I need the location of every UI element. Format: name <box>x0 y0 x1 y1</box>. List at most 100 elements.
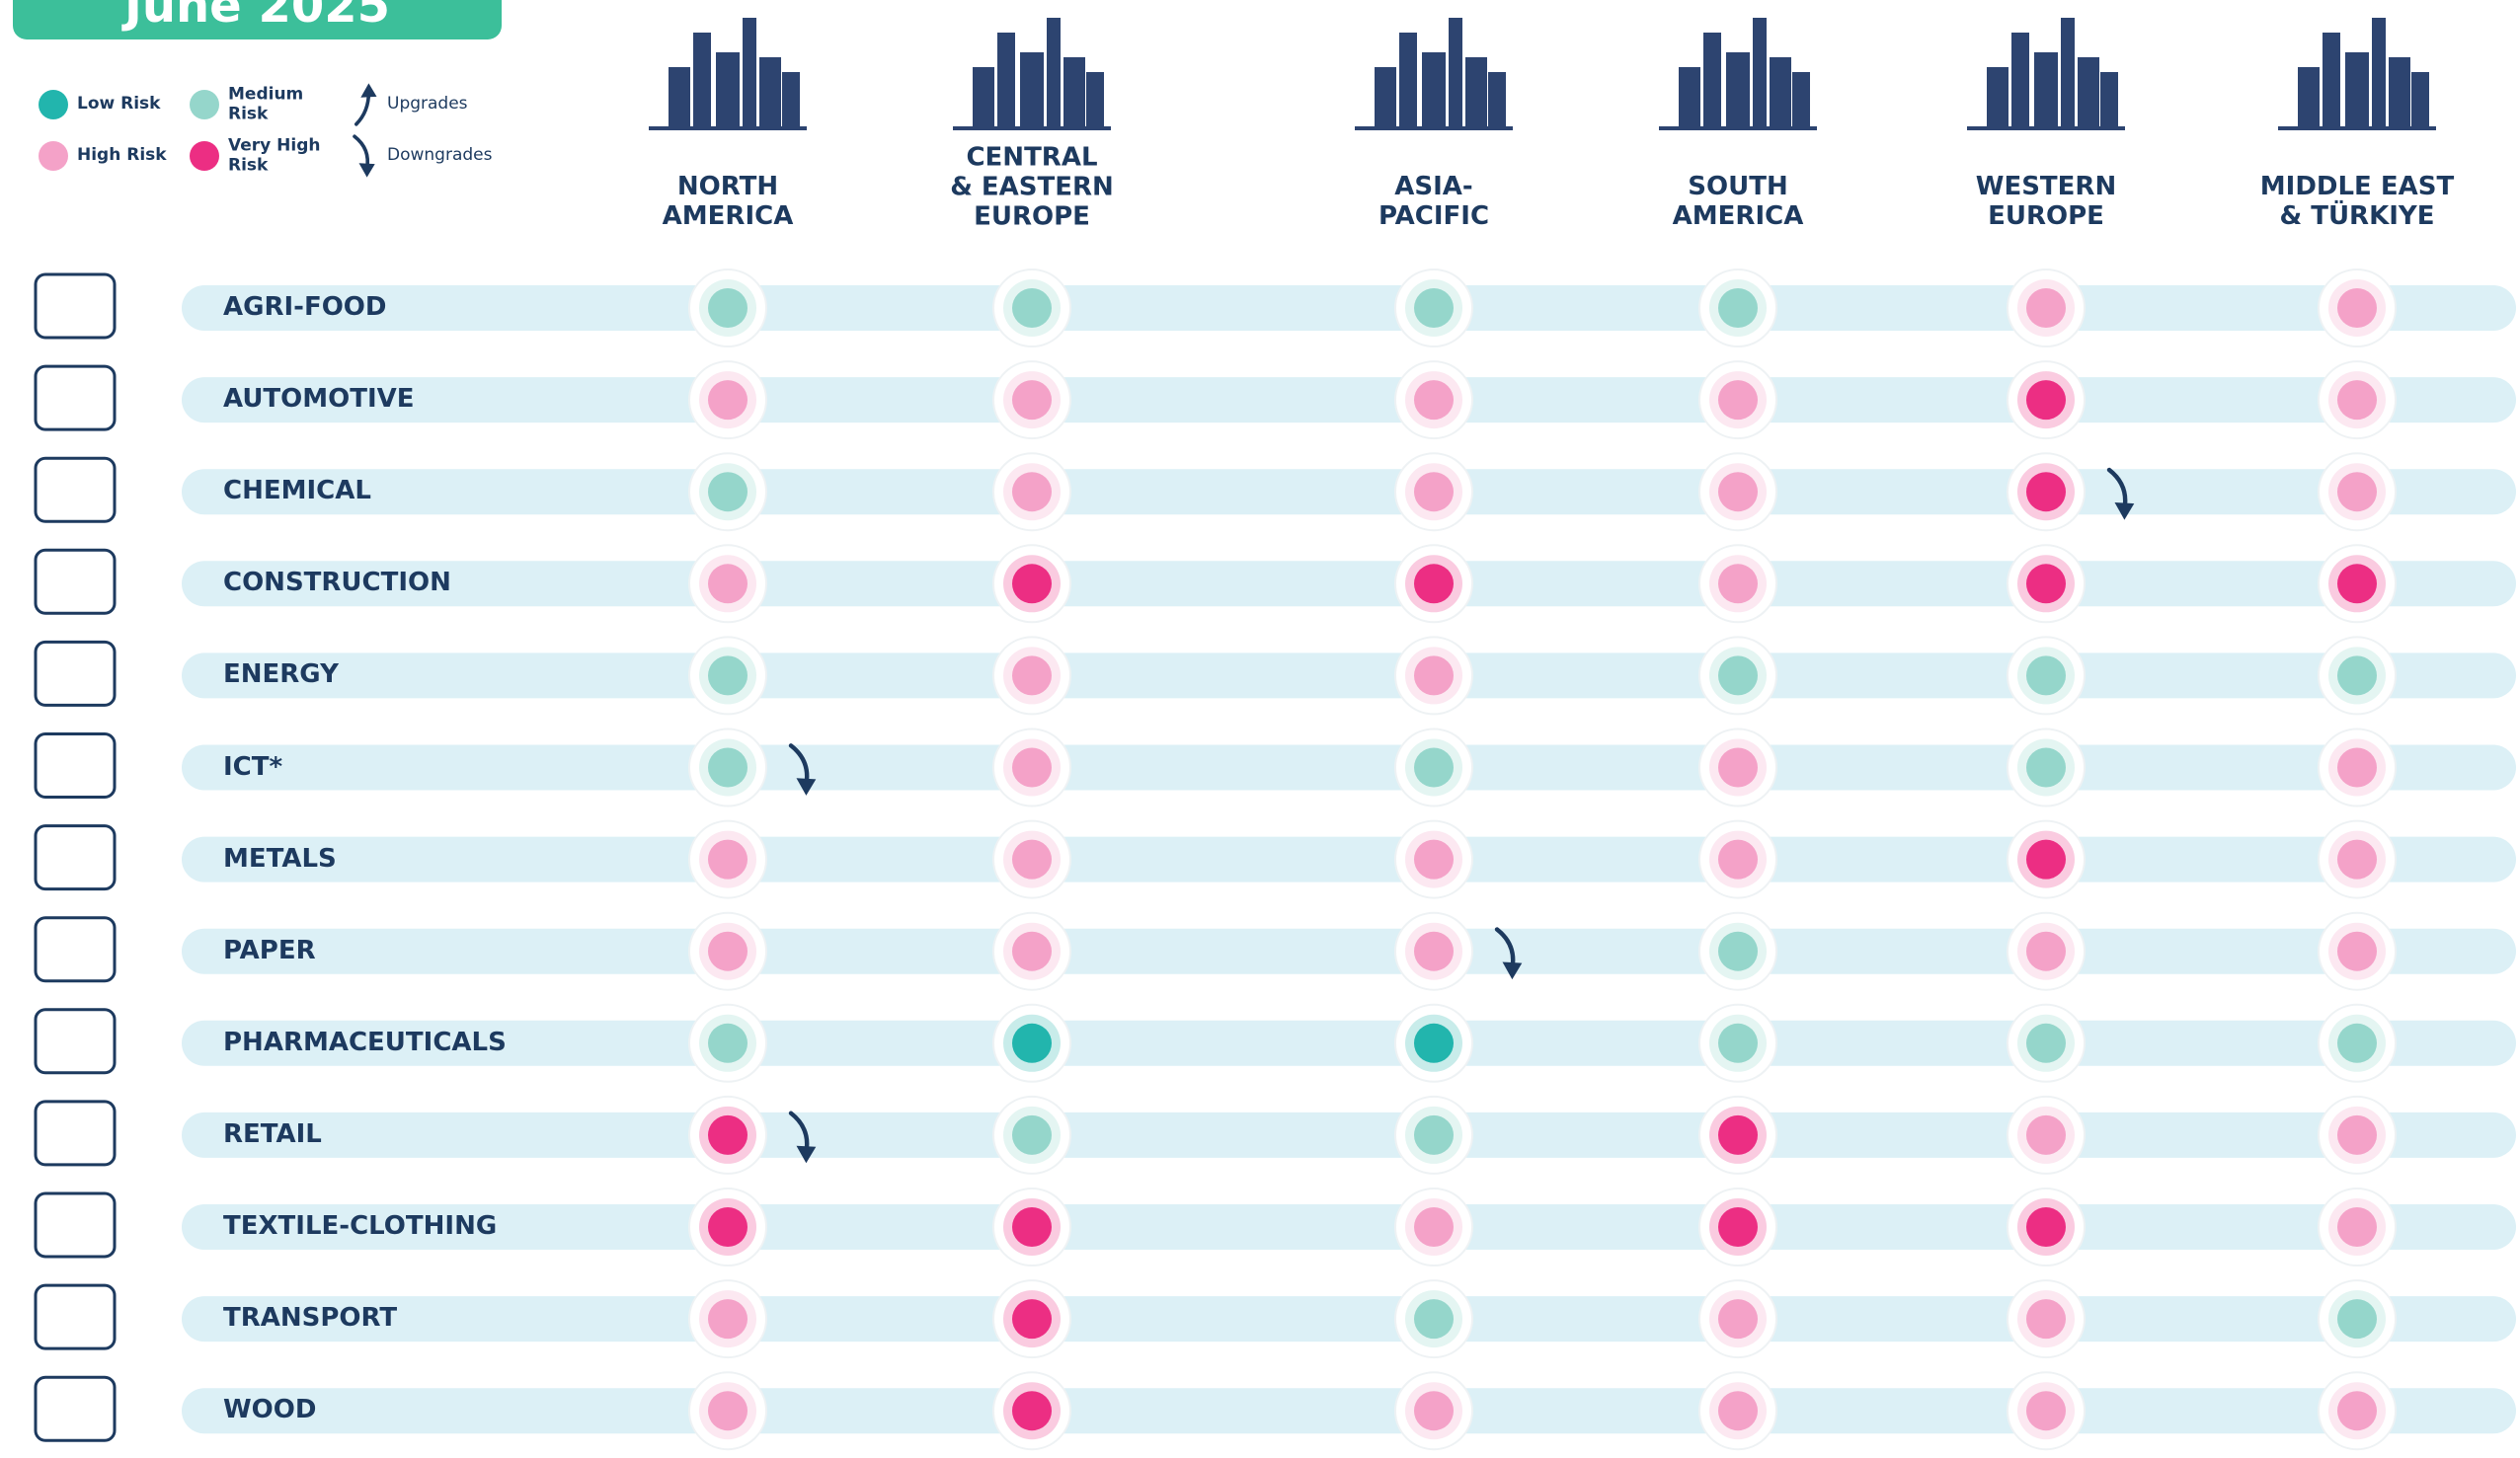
sector-label: TEXTILE-CLOTHING <box>223 1212 497 1242</box>
sector-icon <box>36 826 115 889</box>
title-box: June 2025 <box>13 0 502 39</box>
risk-dot <box>708 1024 748 1063</box>
risk-dot <box>1414 840 1454 880</box>
risk-dot <box>1012 564 1052 603</box>
sector-label: AGRI-FOOD <box>223 293 387 323</box>
title: June 2025 <box>13 0 502 34</box>
building <box>2061 18 2075 126</box>
row-band <box>182 377 2516 422</box>
region-header: MIDDLE EAST & TÜRKIYE <box>2209 173 2505 232</box>
risk-dot <box>708 840 748 880</box>
risk-dot <box>1718 1115 1758 1155</box>
risk-dot <box>1718 1207 1758 1247</box>
row-band <box>182 561 2516 606</box>
region-header: SOUTH AMERICA <box>1590 173 1886 232</box>
risk-dot <box>2026 840 2066 880</box>
risk-dot <box>1718 380 1758 420</box>
sector-icon <box>36 1193 115 1257</box>
risk-dot <box>1012 932 1052 971</box>
risk-dot <box>1414 564 1454 603</box>
risk-dot <box>2337 564 2377 603</box>
risk-dot <box>2337 840 2377 880</box>
sector-label: METALS <box>223 845 337 875</box>
building <box>693 33 711 126</box>
risk-dot <box>1718 840 1758 880</box>
row-band <box>182 469 2516 514</box>
risk-dot <box>1414 748 1454 788</box>
risk-dot <box>1718 1391 1758 1430</box>
sector-label: CHEMICAL <box>223 477 371 506</box>
sector-label: CONSTRUCTION <box>223 569 451 598</box>
risk-dot <box>1718 472 1758 511</box>
arrow <box>356 83 377 123</box>
building <box>1679 67 1700 126</box>
risk-dot <box>1718 1024 1758 1063</box>
ground <box>1967 126 2125 130</box>
risk-dot <box>2026 288 2066 328</box>
building <box>1792 72 1810 126</box>
risk-dot <box>1414 932 1454 971</box>
legend-swatch <box>190 141 219 171</box>
risk-dot <box>708 1299 748 1339</box>
building <box>2389 57 2410 126</box>
building <box>2323 33 2340 126</box>
risk-dot <box>2337 472 2377 511</box>
sector-label: AUTOMOTIVE <box>223 385 415 415</box>
sector-icon <box>36 366 115 429</box>
risk-dot <box>1414 380 1454 420</box>
building <box>1063 57 1085 126</box>
risk-dot <box>1718 288 1758 328</box>
risk-dot <box>2026 932 2066 971</box>
risk-dot <box>2337 1115 2377 1155</box>
risk-dot <box>2337 655 2377 695</box>
building <box>1449 18 1462 126</box>
sector-icon <box>36 1010 115 1073</box>
risk-dot <box>2026 380 2066 420</box>
risk-dot <box>2026 655 2066 695</box>
row-band <box>182 745 2516 791</box>
risk-dot <box>708 932 748 971</box>
risk-dot <box>708 1391 748 1430</box>
legend-swatch <box>39 141 68 171</box>
risk-dot <box>1012 1024 1052 1063</box>
building <box>2011 33 2029 126</box>
building <box>1987 67 2008 126</box>
risk-dot <box>2026 1299 2066 1339</box>
legend-label: High Risk <box>77 146 167 166</box>
building <box>1047 18 1061 126</box>
legend-label: Low Risk <box>77 95 160 115</box>
skyline-icon <box>1659 18 1817 130</box>
building <box>1770 57 1791 126</box>
row-band <box>182 1296 2516 1342</box>
arrow-head <box>360 83 376 97</box>
skyline-icon <box>1967 18 2125 130</box>
risk-dot <box>1718 655 1758 695</box>
risk-dot <box>2337 748 2377 788</box>
risk-dot <box>1414 472 1454 511</box>
risk-dot <box>708 564 748 603</box>
building <box>1422 52 1446 126</box>
building <box>1753 18 1767 126</box>
risk-dot <box>1414 1115 1454 1155</box>
legend-label: Medium Risk <box>228 85 303 123</box>
risk-dot <box>1718 748 1758 788</box>
risk-dot <box>1012 1115 1052 1155</box>
skyline-icon <box>1355 18 1513 130</box>
building <box>669 67 690 126</box>
legend-label: Very High Risk <box>228 136 320 175</box>
sector-icon <box>36 1102 115 1165</box>
ground <box>2278 126 2436 130</box>
risk-dot <box>2337 1391 2377 1430</box>
sector-label: PHARMACEUTICALS <box>223 1029 507 1058</box>
row-band <box>182 285 2516 331</box>
risk-dot <box>708 288 748 328</box>
risk-dot <box>2337 1024 2377 1063</box>
row-band <box>182 652 2516 698</box>
risk-dot <box>1012 288 1052 328</box>
risk-dot <box>708 1115 748 1155</box>
risk-dot <box>2026 1391 2066 1430</box>
risk-dot <box>708 380 748 420</box>
skyline-icon <box>2278 18 2436 130</box>
row-band <box>182 1021 2516 1066</box>
building <box>2034 52 2058 126</box>
